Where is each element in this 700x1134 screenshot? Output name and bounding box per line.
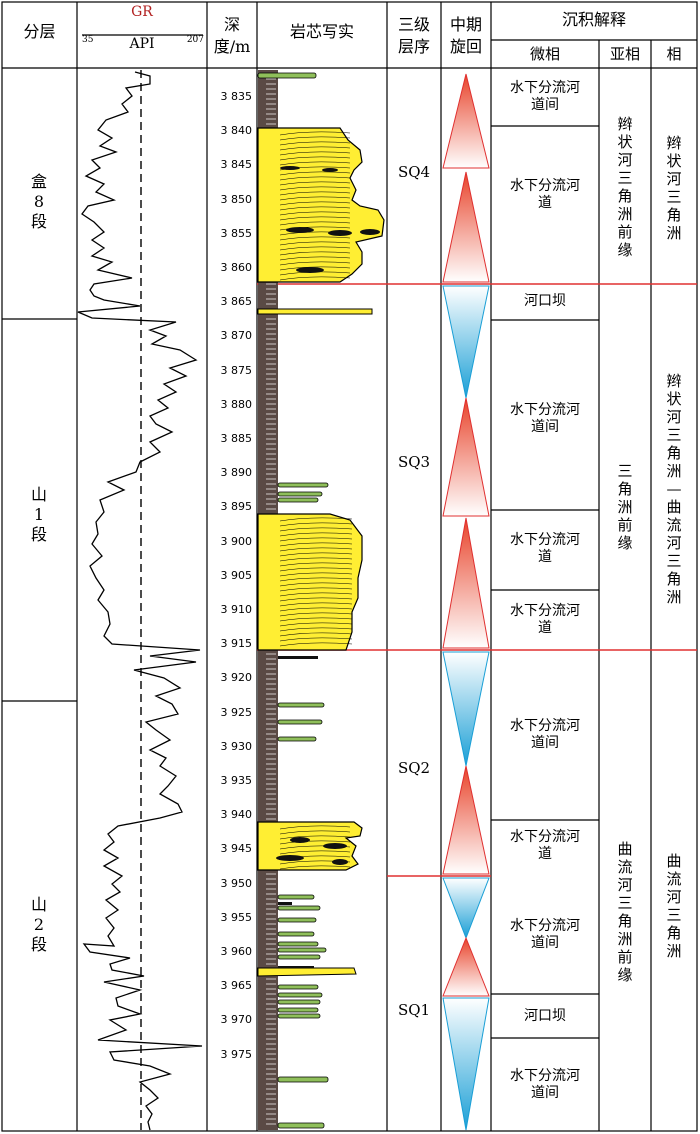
header-sequence: 三级层序 [397, 15, 430, 56]
header-layer: 分层 [23, 22, 56, 41]
depth-label: 3 895 [220, 500, 253, 514]
rise-triangle [442, 936, 490, 997]
subfacies-delta-front: 三角洲前缘 [617, 462, 633, 552]
sequence-sq2: SQ2 [397, 759, 431, 777]
cross-bedding [279, 131, 353, 870]
depth-label: 3 875 [220, 363, 253, 377]
depth-label: 3 900 [220, 534, 253, 548]
depth-label: 3 890 [220, 466, 253, 480]
depth-label: 3 955 [220, 910, 253, 924]
layer-shan2: 山2段 [30, 895, 47, 954]
microfacies-cell: 水下分流河道间 [510, 918, 580, 951]
depth-label: 3 865 [220, 295, 253, 309]
depth-label: 3 945 [220, 842, 253, 856]
microfacies-cell: 水下分流河道 [510, 178, 580, 211]
microfacies-cell: 水下分流河道 [510, 829, 580, 862]
depth-label: 3 950 [220, 876, 253, 890]
sequence-sq1: SQ1 [397, 1001, 431, 1019]
depth-label: 3 905 [220, 568, 253, 582]
facies-meander: 曲流河三角洲 [666, 852, 682, 960]
sequence-sq3: SQ3 [397, 453, 431, 471]
microfacies-cell: 水下分流河道间 [510, 402, 580, 435]
header-core: 岩芯写实 [289, 22, 354, 41]
header-microfacies: 微相 [529, 45, 560, 63]
depth-label: 3 845 [220, 158, 253, 172]
depth-label: 3 960 [220, 945, 253, 958]
mud-clasts [276, 166, 380, 865]
header-subfacies: 亚相 [609, 45, 640, 63]
header-depth: 深度/m [213, 15, 251, 56]
sandstone-body-sq3 [257, 513, 363, 651]
mudstone-beds [278, 656, 318, 968]
depth-label: 3 930 [220, 739, 253, 753]
microfacies-cell: 水下分流河道间 [510, 718, 580, 751]
depth-label: 3 935 [220, 774, 253, 787]
fall-triangle [442, 997, 490, 1131]
rise-triangle [442, 397, 490, 517]
rise-triangle [442, 171, 490, 283]
microfacies-cell: 河口坝 [524, 293, 566, 309]
header-api: API [129, 36, 155, 52]
sandstone-thin-3958 [257, 967, 357, 977]
facies-braided: 辫状河三角洲 [666, 134, 682, 242]
depth-label: 3 970 [220, 1013, 253, 1027]
depth-label: 3 965 [220, 979, 253, 993]
microfacies-cell: 水下分流河道 [510, 603, 580, 636]
facies-transition: 辫状河三角洲—曲流河三角洲 [666, 372, 682, 606]
core-column [257, 70, 385, 1130]
subfacies-meander-front: 曲流河三角洲前缘 [617, 840, 633, 984]
depth-label: 3 940 [220, 808, 253, 822]
depth-label: 3 910 [220, 603, 253, 616]
cycle-triangles [442, 73, 490, 1131]
depth-label: 3 835 [220, 90, 253, 103]
header-cycle: 中期旋回 [449, 15, 482, 56]
fall-triangle [442, 285, 490, 399]
sandstone-thin-3865 [257, 308, 373, 315]
depth-label: 3 885 [220, 432, 253, 445]
gr-min: 35 [82, 35, 94, 45]
depth-label: 3 870 [220, 329, 253, 343]
rise-triangle [442, 517, 490, 649]
gr-max: 207 [186, 35, 204, 45]
depth-label: 3 880 [220, 397, 253, 411]
depth-label: 3 860 [220, 261, 253, 274]
depth-label: 3 925 [220, 705, 253, 719]
microfacies-cell: 水下分流河道间 [510, 1068, 580, 1101]
fall-triangle [442, 877, 490, 940]
depth-label: 3 975 [220, 1047, 253, 1061]
siltstone-beds [257, 72, 329, 1129]
rise-triangle [442, 73, 490, 169]
header-facies: 相 [666, 45, 682, 63]
rise-triangle [442, 765, 490, 875]
header-interpretation: 沉积解释 [561, 10, 626, 29]
subfacies-braided-front: 辫状河三角洲前缘 [617, 115, 633, 259]
depth-label: 3 915 [220, 637, 253, 651]
depth-label: 3 855 [220, 226, 253, 240]
microfacies-cell: 水下分流河道间 [510, 80, 580, 113]
sandstone-body-sq4 [257, 127, 385, 283]
gr-curve [77, 71, 203, 1131]
depth-label: 3 850 [220, 192, 253, 206]
sequence-sq4: SQ4 [397, 163, 431, 181]
microfacies-cell: 水下分流河道 [510, 532, 580, 565]
header-gr: GR [131, 4, 153, 20]
fall-triangle [442, 651, 490, 767]
depth-label: 3 840 [220, 124, 253, 138]
layer-shan1: 山1段 [30, 485, 47, 544]
depth-label: 3 920 [220, 671, 253, 685]
microfacies-cell: 河口坝 [524, 1008, 566, 1024]
layer-he8: 盒8段 [30, 172, 47, 231]
